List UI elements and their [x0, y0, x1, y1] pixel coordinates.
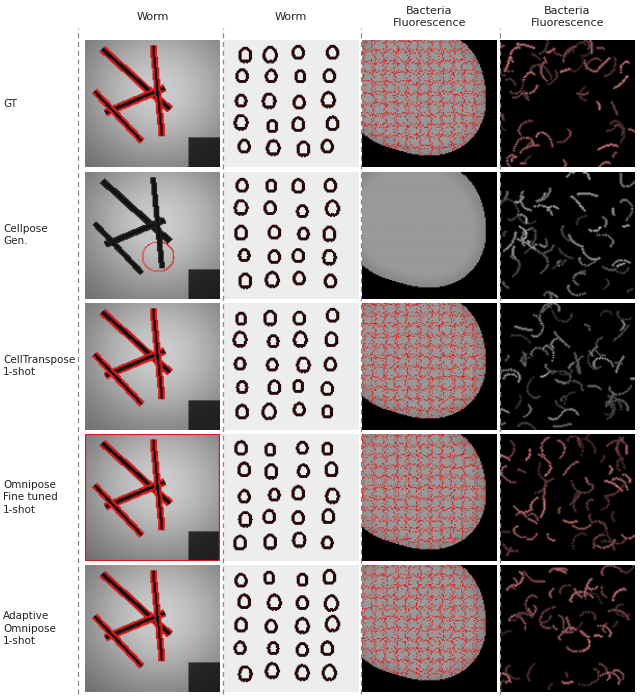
- Text: Worm: Worm: [136, 13, 168, 22]
- Text: CellTranspose
1-shot: CellTranspose 1-shot: [3, 355, 76, 378]
- Text: Worm: Worm: [275, 13, 307, 22]
- Text: Bacteria
Fluorescence: Bacteria Fluorescence: [531, 6, 604, 28]
- Text: GT: GT: [3, 99, 17, 109]
- Text: Omnipose
Fine tuned
1-shot: Omnipose Fine tuned 1-shot: [3, 480, 58, 515]
- Text: Bacteria
Fluorescence: Bacteria Fluorescence: [392, 6, 466, 28]
- Text: Cellpose
Gen.: Cellpose Gen.: [3, 224, 48, 246]
- Text: Adaptive
Omnipose
1-shot: Adaptive Omnipose 1-shot: [3, 611, 56, 646]
